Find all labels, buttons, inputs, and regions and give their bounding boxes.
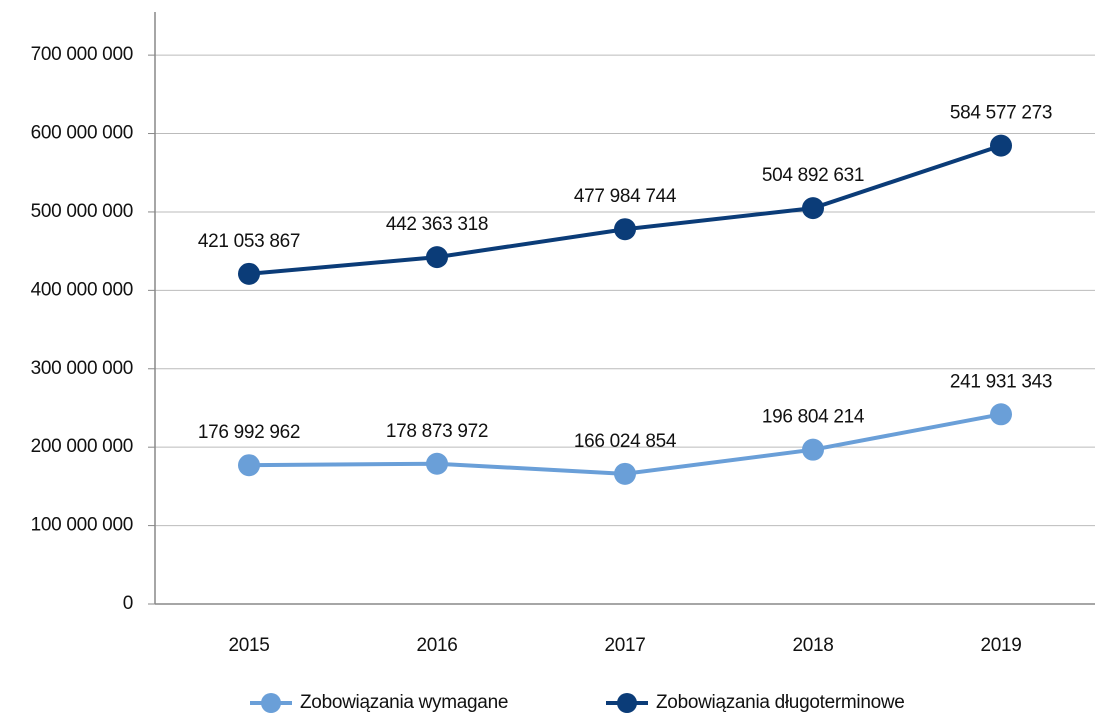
- data-label: 176 992 962: [198, 422, 300, 443]
- y-tick-label: 400 000 000: [31, 279, 133, 300]
- point: [238, 262, 260, 285]
- point: [614, 218, 636, 241]
- data-label: 166 024 854: [574, 431, 677, 452]
- x-tick-label: 2017: [604, 635, 645, 656]
- data-label: 178 873 972: [386, 421, 488, 442]
- y-tick-label: 0: [123, 593, 133, 614]
- y-tick-label: 500 000 000: [31, 201, 133, 222]
- x-tick-label: 2016: [416, 635, 457, 656]
- point: [802, 197, 824, 220]
- y-tick-label: 300 000 000: [31, 358, 133, 379]
- point: [614, 462, 636, 485]
- point: [426, 246, 448, 269]
- x-tick-label: 2018: [792, 635, 833, 656]
- y-tick-label: 100 000 000: [31, 515, 133, 536]
- point: [238, 454, 260, 477]
- legend-marker: [261, 693, 281, 713]
- x-tick-label: 2019: [980, 635, 1021, 656]
- data-label: 196 804 214: [762, 407, 865, 428]
- data-label: 241 931 343: [950, 371, 1052, 392]
- y-tick-label: 200 000 000: [31, 436, 133, 457]
- data-label: 584 577 273: [950, 103, 1052, 124]
- x-tick-label: 2015: [228, 635, 269, 656]
- legend-label: Zobowiązania długoterminowe: [656, 692, 905, 713]
- data-label: 421 053 867: [198, 231, 300, 252]
- point: [426, 452, 448, 475]
- data-label: 504 892 631: [762, 165, 864, 186]
- point: [990, 403, 1012, 426]
- y-tick-label: 600 000 000: [31, 123, 133, 144]
- point: [802, 438, 824, 461]
- y-tick-label: 700 000 000: [31, 44, 133, 65]
- legend-marker: [617, 693, 637, 713]
- series-line: [248, 143, 1002, 276]
- legend-label: Zobowiązania wymagane: [300, 692, 508, 713]
- point: [990, 134, 1012, 157]
- data-label: 477 984 744: [574, 186, 677, 207]
- data-label: 442 363 318: [386, 214, 488, 235]
